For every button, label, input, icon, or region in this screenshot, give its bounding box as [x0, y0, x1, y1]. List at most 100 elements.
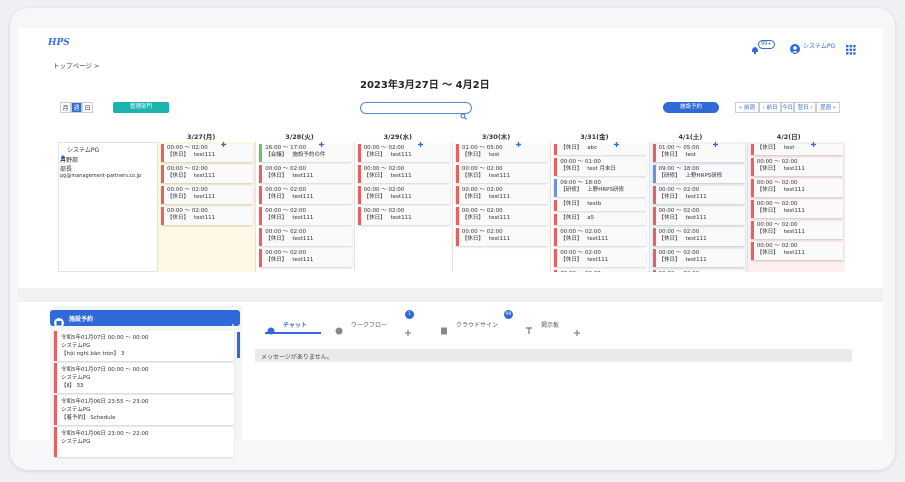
calendar-event[interactable]: 00:00 ～ 02:00 【休日】 test111	[357, 207, 450, 225]
calendar-event[interactable]: 00:00 ～ 02:00 【休日】 test111	[161, 144, 254, 162]
event-tag: 【休日】	[461, 215, 484, 221]
calendar-event[interactable]: 01:00 ～ 05:00 【休日】 test	[455, 144, 549, 162]
event-title: test111	[488, 215, 510, 221]
event-title: test111	[488, 194, 510, 200]
calendar-event[interactable]: 00:00 ～ 02:00 【休日】 test111	[652, 228, 745, 246]
calendar-event[interactable]: 00:00 ～ 02:00 【休日】 test111	[161, 207, 254, 225]
tab[interactable]: チャット	[283, 322, 307, 329]
event-time: 00:00 ～ 02:00	[461, 229, 503, 235]
calendar-event[interactable]: 00:00 ～ 01:00 【休日】 test 月末日	[554, 158, 647, 176]
tab[interactable]: 掲示板	[541, 322, 560, 329]
event-tag: 【休日】	[363, 173, 386, 179]
calendar-event[interactable]: 00:00 ～ 02:00 【休日】 test111	[161, 186, 254, 204]
event-time: 00:00 ～ 02:00	[265, 166, 306, 172]
calendar-event[interactable]: 00:00 ～ 02:00	[554, 270, 647, 272]
event-tag: 【休日】	[658, 236, 681, 242]
event-title: test111	[685, 215, 707, 221]
day-column: 00:00 ～ 02:00 【休日】 test111 00:00 ～ 02:00 【休日…	[157, 142, 256, 272]
calendar-event[interactable]: 00:00 ～ 02:00 【休日】 test111	[750, 158, 844, 176]
event-title: test	[783, 145, 795, 151]
calendar-event[interactable]: 09:00 ～ 18:00 【研修】 上野HRPS研修	[554, 179, 647, 197]
calendar-event[interactable]: 00:00 ～ 02:00 【休日】 test111	[652, 207, 745, 225]
bell-icon	[750, 40, 760, 55]
event-title: test 月末日	[587, 166, 617, 172]
facility-item[interactable]: 令和5年01月06日 23:55 ～ 23:00 システムPG 【着予約】 Sche…	[54, 395, 234, 425]
event-time: 00:00 ～ 02:00	[658, 187, 700, 193]
nav-button[interactable]: 今日	[781, 102, 794, 113]
calendar-event[interactable]: 00:00 ～ 02:00 【休日】 test111	[259, 165, 352, 183]
calendar-event[interactable]: 00:00 ～ 02:00 【休日】 test111	[652, 186, 745, 204]
facility-item[interactable]: 令和5年01月07日 00:00 ～ 00:00 システムPG 【Ⅱ】 33	[54, 363, 234, 393]
calendar-event[interactable]: 【休日】 abc	[554, 144, 647, 155]
notification-badge[interactable]: 99+	[758, 40, 775, 49]
tab-icon	[525, 320, 533, 334]
calendar-event[interactable]: 00:00 ～ 02:00 【休日】 test111	[750, 242, 844, 260]
calendar-event[interactable]: 00:00 ～ 02:00 【休日】 test111	[652, 249, 745, 267]
calendar-event[interactable]: 00:00 ～ 02:00 【休日】 test111	[357, 186, 450, 204]
facility-button[interactable]: 施設予約	[663, 102, 719, 113]
event-time: 00:00 ～ 02:00	[756, 180, 798, 186]
view-button[interactable]: 週	[71, 102, 82, 113]
calendar-event[interactable]: 【休日】 testb	[554, 200, 647, 211]
item-user: システムPG	[61, 407, 91, 413]
calendar-event[interactable]: 00:00 ～ 02:00 【休日】 test111	[259, 186, 352, 204]
event-tag: 【休日】	[363, 194, 386, 200]
event-title-row: 【休日】 test111	[462, 173, 545, 180]
calendar-event[interactable]: 00:00 ～ 02:00 【休日】 test111	[259, 228, 352, 246]
department-button[interactable]: 管理部門	[113, 102, 169, 113]
calendar-event[interactable]: 00:00 ～ 02:00	[652, 270, 745, 272]
calendar-event[interactable]: 00:00 ～ 02:00 【休日】 test111	[357, 165, 450, 183]
breadcrumb[interactable]: トップページ >	[53, 62, 100, 70]
event-time: 00:00 ～ 02:00	[461, 187, 503, 193]
event-title: test111	[390, 173, 412, 179]
event-title-row: 【休日】 test111	[560, 236, 643, 243]
nav-button[interactable]: « 前週	[735, 102, 759, 113]
calendar-body: 00:00 ～ 02:00 【休日】 test111 00:00 ～ 02:00 【休日…	[157, 142, 846, 272]
calendar-event[interactable]: 00:00 ～ 02:00 【休日】 test111	[750, 200, 844, 218]
calendar-event[interactable]: 00:00 ～ 02:00 【休日】 test111	[750, 179, 844, 197]
facility-item[interactable]: 令和5年01月06日 23:00 ～ 22:00 システムPG	[54, 427, 234, 457]
event-title: test111	[685, 194, 707, 200]
event-tag: 【会議】	[265, 152, 288, 158]
view-button[interactable]: 日	[82, 102, 93, 113]
calendar-event[interactable]: 00:00 ～ 02:00 【休日】 test111	[750, 221, 844, 239]
calendar-event[interactable]: 00:00 ～ 02:00 【休日】 test111	[357, 144, 450, 162]
calendar-event[interactable]: 00:00 ～ 02:00 【休日】 test111	[554, 228, 647, 246]
nav-button[interactable]: ‹ 前日	[759, 102, 781, 113]
event-title-row: 【研修】 上野HRPS研修	[560, 187, 643, 194]
tab[interactable]: ワークフロー	[351, 322, 388, 329]
event-title: test	[488, 152, 500, 158]
calendar-event[interactable]: 【休日】 test	[750, 144, 844, 155]
calendar-event[interactable]: 00:00 ～ 02:00 【休日】 test111	[259, 207, 352, 225]
event-title-row: 【休日】 test 月末日	[560, 166, 643, 173]
calendar-event[interactable]: 00:00 ～ 02:00 【休日】 test111	[455, 165, 549, 183]
calendar-event[interactable]: 00:00 ～ 02:00 【休日】 test111	[554, 249, 647, 267]
calendar-event[interactable]: 00:00 ～ 02:00 【休日】 test111	[455, 186, 549, 204]
calendar-event[interactable]: 16:00 ～ 17:00 【会議】 施設予約の件	[259, 144, 352, 162]
event-time: 00:00 ～ 02:00	[560, 229, 601, 235]
event-time: 00:00 ～ 02:00	[756, 201, 798, 207]
event-title-row: 【休日】 test111	[167, 152, 250, 159]
search-box[interactable]	[360, 102, 472, 120]
apps-icon	[846, 40, 856, 55]
calendar-event[interactable]: 00:00 ～ 02:00 【休日】 test111	[455, 207, 549, 225]
facility-item[interactable]: 令和5年01月07日 00:00 ～ 00:00 システムPG 【hội nghị …	[54, 331, 234, 361]
user-name[interactable]: システムPG	[803, 43, 836, 50]
event-title: test111	[194, 194, 216, 200]
nav-button[interactable]: 翌週 »	[816, 102, 840, 113]
calendar-event[interactable]: 00:00 ～ 02:00 【休日】 test111	[259, 249, 352, 267]
plus-icon	[230, 315, 236, 330]
calendar-event[interactable]: 09:00 ～ 18:00 【研修】 上野HRPS研修	[652, 165, 745, 183]
calendar-event[interactable]: 00:00 ～ 02:00 【休日】 test111	[455, 228, 549, 246]
view-button[interactable]: 月	[60, 102, 71, 113]
calendar-event[interactable]: 01:00 ～ 05:00 【休日】 test	[652, 144, 745, 162]
nav-button[interactable]: 翌日 ›	[794, 102, 816, 113]
user-icon	[790, 39, 800, 54]
day-column: 【休日】 test 00:00 ～ 02:00 【休日】 test111 00:00 ～ …	[746, 142, 846, 272]
event-title-row: 【休日】 test111	[167, 173, 250, 180]
calendar-event[interactable]: 【休日】 a5	[554, 214, 647, 225]
section-gap	[18, 288, 883, 302]
event-tag: 【休日】	[560, 236, 583, 242]
calendar-event[interactable]: 00:00 ～ 02:00 【休日】 test111	[161, 165, 254, 183]
tab[interactable]: クラウドサイン	[456, 322, 499, 329]
